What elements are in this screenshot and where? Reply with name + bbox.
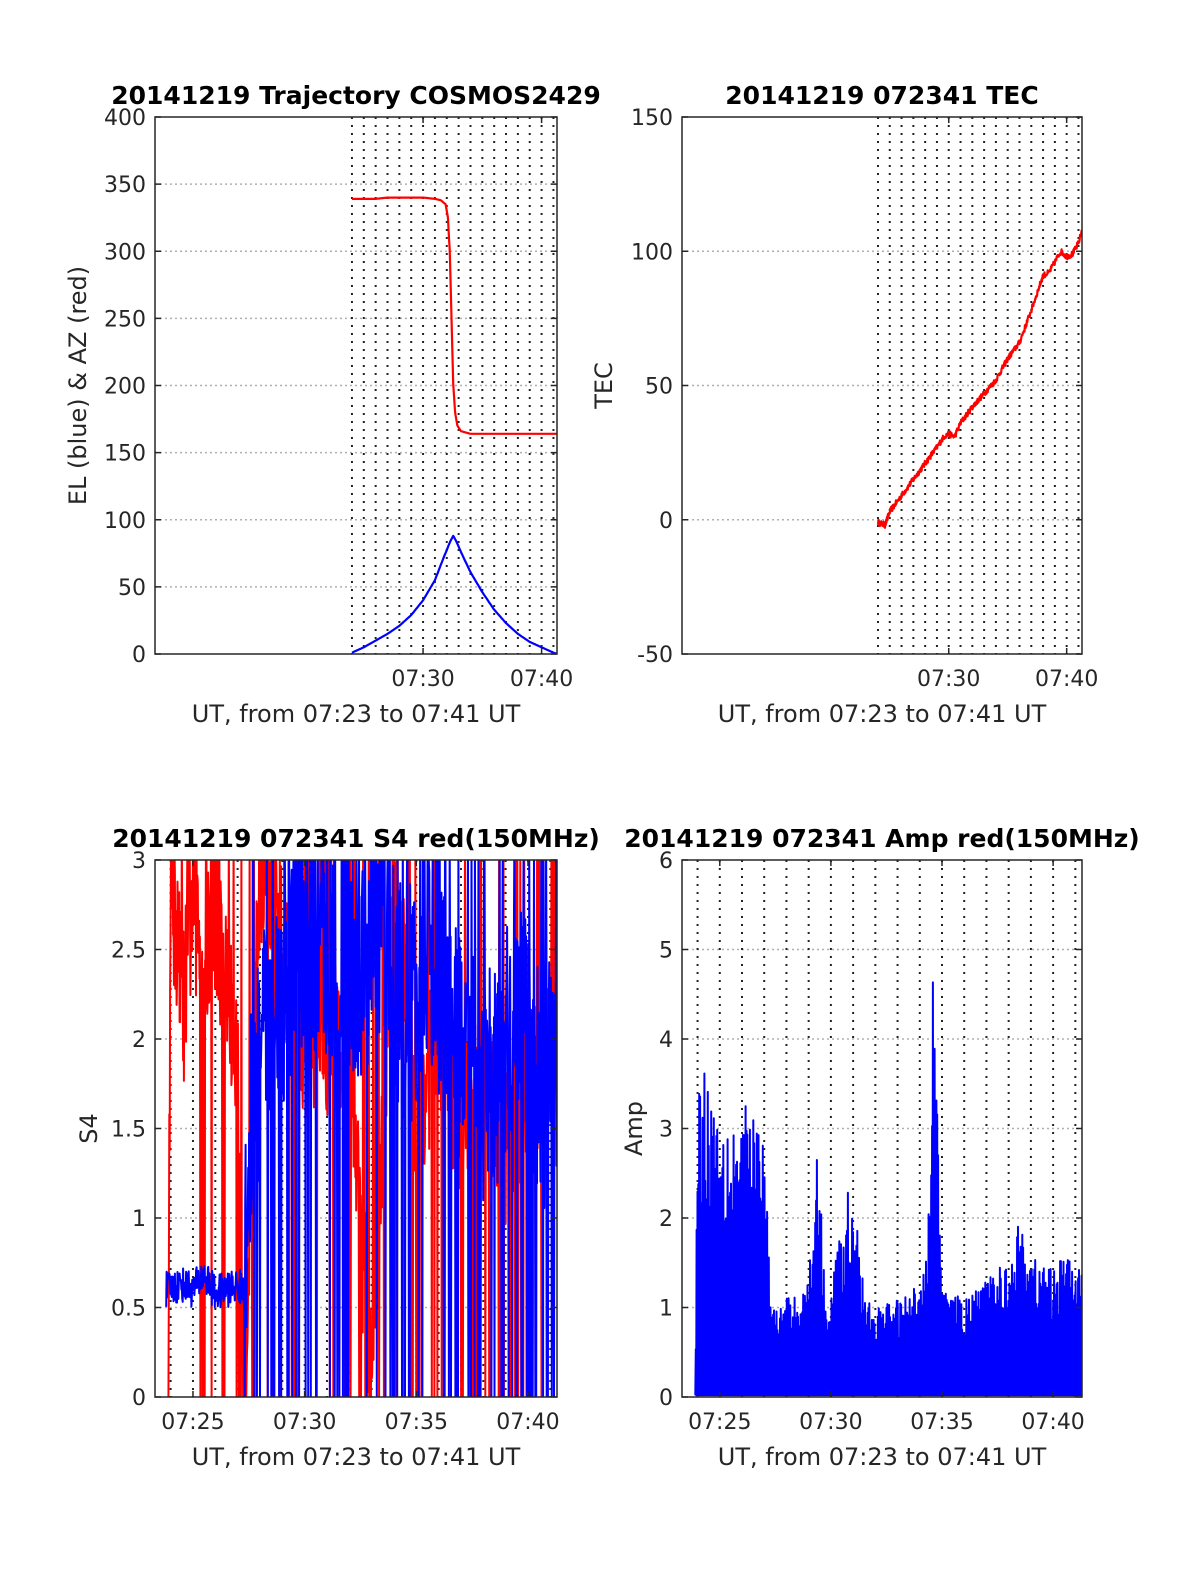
y-tick-label: 3 [659, 1118, 673, 1143]
x-tick-label: 07:35 [385, 1410, 448, 1435]
y-tick-label: 200 [104, 375, 146, 400]
x-axis-label: UT, from 07:23 to 07:41 UT [718, 700, 1047, 728]
y-tick-label: 350 [104, 173, 146, 198]
y-tick-label: 100 [104, 509, 146, 534]
chart-title: 20141219 072341 Amp red(150MHz) [624, 824, 1140, 853]
amp-panel: 0 1 2 3 4 5 6 07:25 07:30 07:35 07:40 20141219 0723… [620, 824, 1140, 1471]
x-tick-label: 07:30 [799, 1410, 862, 1435]
y-tick-label: 2.5 [111, 939, 146, 964]
y-axis-label: Amp [620, 1101, 648, 1156]
y-tick-label: -50 [637, 643, 673, 668]
y-tick-label: 0 [132, 643, 146, 668]
x-axis-label: UT, from 07:23 to 07:41 UT [718, 1443, 1047, 1471]
y-tick-label: 250 [104, 307, 146, 332]
y-tick-label: 0.5 [111, 1297, 146, 1322]
x-tick-label: 07:40 [1021, 1410, 1084, 1435]
x-axis-label: UT, from 07:23 to 07:41 UT [192, 700, 521, 728]
s4-panel: 0 0.5 1 1.5 2 2.5 3 07:25 07:30 07:35 07:40 2014121… [75, 824, 600, 1471]
series-amp [694, 981, 1082, 1397]
y-tick-label: 50 [645, 375, 673, 400]
x-tick-label: 07:30 [391, 667, 454, 692]
chart-title: 20141219 Trajectory COSMOS2429 [111, 81, 601, 110]
chart-title: 20141219 072341 S4 red(150MHz) [112, 824, 600, 853]
x-axis-label: UT, from 07:23 to 07:41 UT [192, 1443, 521, 1471]
x-tick-label: 07:40 [1035, 667, 1098, 692]
x-tick-label: 07:30 [917, 667, 980, 692]
y-tick-label: 4 [659, 1028, 673, 1053]
y-tick-label: 1 [132, 1207, 146, 1232]
y-tick-label: 150 [631, 106, 673, 131]
series-el [351, 534, 557, 654]
y-tick-label: 2 [132, 1028, 146, 1053]
y-tick-label: 6 [659, 849, 673, 874]
x-tick-label: 07:30 [273, 1410, 336, 1435]
series-s4-blue [165, 860, 557, 1397]
y-tick-label: 400 [104, 106, 146, 131]
y-axis-label: S4 [75, 1113, 103, 1144]
x-tick-label: 07:35 [910, 1410, 973, 1435]
y-tick-label: 3 [132, 849, 146, 874]
y-tick-label: 50 [118, 576, 146, 601]
x-tick-label: 07:40 [496, 1410, 559, 1435]
x-tick-label: 07:25 [161, 1410, 224, 1435]
y-tick-label: 150 [104, 442, 146, 467]
y-axis-label: TEC [590, 362, 618, 410]
x-tick-label: 07:25 [688, 1410, 751, 1435]
y-tick-label: 5 [659, 939, 673, 964]
y-tick-label: 0 [132, 1386, 146, 1411]
tec-panel: -50 0 50 100 150 07:30 07:40 20141219 072341 TE… [590, 81, 1098, 728]
y-tick-label: 2 [659, 1207, 673, 1232]
series-az [351, 196, 557, 435]
y-tick-label: 100 [631, 240, 673, 265]
y-tick-label: 1.5 [111, 1118, 146, 1143]
y-tick-label: 1 [659, 1297, 673, 1322]
chart-title: 20141219 072341 TEC [725, 81, 1038, 110]
y-tick-label: 0 [659, 1386, 673, 1411]
y-tick-label: 300 [104, 240, 146, 265]
trajectory-panel: 0 50 100 150 200 250 300 350 400 07:30 07:40 201412… [64, 81, 601, 728]
x-tick-label: 07:40 [510, 667, 573, 692]
series-tec [876, 229, 1082, 529]
y-tick-label: 0 [659, 509, 673, 534]
y-axis-label: EL (blue) & AZ (red) [64, 266, 92, 505]
